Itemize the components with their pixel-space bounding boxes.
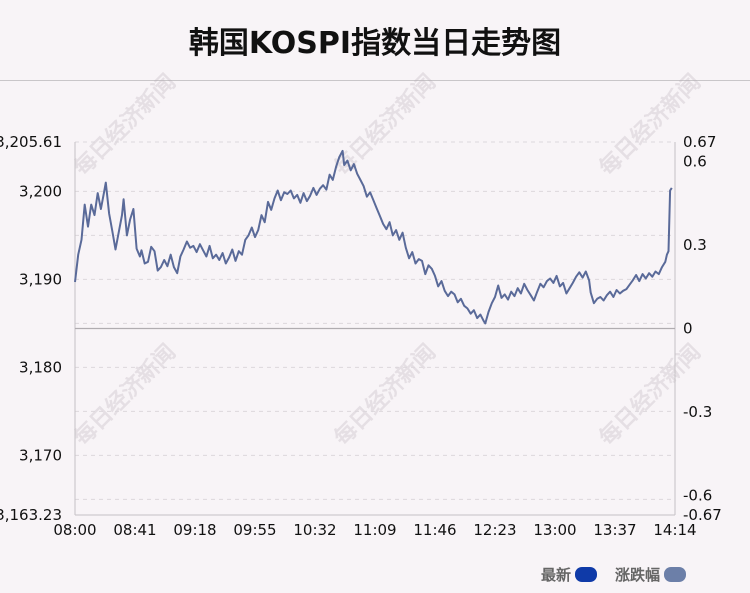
chart-legend: 最新 涨跌幅: [523, 564, 686, 585]
x-tick-label: 10:32: [293, 521, 336, 539]
y-left-tick-label: 3,170: [19, 446, 62, 464]
x-tick-label: 14:14: [653, 521, 696, 539]
y-left-tick-label: 3,205.61: [0, 133, 62, 151]
x-tick-label: 11:46: [413, 521, 456, 539]
y-left-tick-label: 3,163.23: [0, 506, 62, 524]
x-tick-label: 13:00: [533, 521, 576, 539]
legend-swatch-latest: [574, 567, 597, 582]
y-left-tick-label: 3,190: [19, 270, 62, 288]
watermark-text: 每日经济新闻: [329, 339, 441, 451]
legend-item-latest: 最新: [541, 564, 597, 585]
chart-title: 韩国KOSPI指数当日走势图: [188, 26, 562, 61]
x-tick-label: 08:41: [113, 521, 156, 539]
x-tick-label: 08:00: [53, 521, 96, 539]
x-tick-label: 09:18: [173, 521, 216, 539]
watermark-text: 每日经济新闻: [69, 339, 181, 451]
y-right-tick-label: -0.6: [683, 487, 712, 505]
watermark-text: 每日经济新闻: [69, 69, 181, 181]
x-tick-label: 12:23: [473, 521, 516, 539]
series-line-latest: [74, 149, 673, 325]
y-right-tick-label: 0.67: [683, 133, 716, 151]
title-divider: [0, 80, 750, 81]
legend-label-latest: 最新: [540, 566, 571, 584]
y-left-tick-label: 3,200: [19, 182, 62, 200]
x-tick-label: 09:55: [233, 521, 276, 539]
y-right-tick-label: 0.6: [683, 152, 707, 170]
legend-item-change: 涨跌幅: [615, 564, 686, 585]
legend-swatch-change: [664, 567, 686, 582]
y-right-tick-label: -0.3: [683, 403, 712, 421]
x-tick-label: 11:09: [353, 521, 396, 539]
y-right-tick-label: -0.67: [683, 506, 722, 524]
x-tick-label: 13:37: [593, 521, 636, 539]
y-right-tick-label: 0: [683, 320, 693, 338]
y-left-tick-label: 3,180: [19, 358, 62, 376]
legend-label-change: 涨跌幅: [614, 566, 660, 584]
y-right-tick-label: 0.3: [683, 236, 707, 254]
watermark-text: 每日经济新闻: [594, 339, 706, 451]
